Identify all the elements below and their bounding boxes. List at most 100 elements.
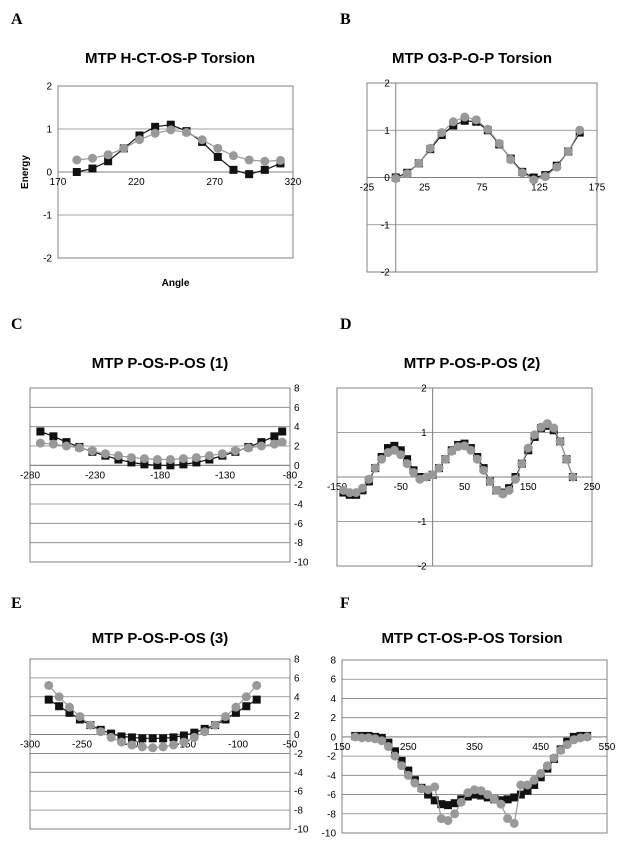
data-point-circle: [470, 785, 479, 795]
data-point-square: [190, 728, 199, 737]
data-point-circle: [504, 485, 514, 495]
x-axis-title: Angle: [162, 278, 190, 289]
x-tick-label: 125: [531, 183, 548, 194]
data-point-circle: [414, 158, 424, 168]
data-point-circle: [85, 720, 95, 730]
data-point-circle: [228, 151, 238, 161]
y-tick-label: -8: [294, 806, 303, 817]
data-point-circle: [443, 816, 453, 826]
data-point-circle: [460, 112, 470, 122]
x-tick-label: 170: [50, 177, 67, 188]
y-tick-label: -4: [294, 768, 303, 779]
panel-letter: D: [340, 316, 352, 333]
y-tick-label: -4: [327, 771, 336, 782]
y-tick-label: -1: [43, 211, 52, 222]
data-point-square: [391, 747, 399, 756]
data-point-square: [192, 458, 201, 467]
x-tick-label: 450: [532, 742, 549, 753]
x-tick-label: -230: [85, 470, 105, 481]
panel-a: A MTP H-CT-OS-P Torsion -2 -1 0 1 2 170 220 270…: [0, 0, 312, 300]
y-tick-label: -2: [327, 752, 336, 763]
data-point-square: [523, 786, 532, 795]
y-tick-label: 4: [294, 422, 300, 433]
data-point-circle: [396, 450, 406, 460]
data-point-circle: [210, 720, 220, 730]
data-point-circle: [152, 455, 162, 465]
x-tick-label: 250: [400, 742, 417, 753]
data-point-square: [470, 790, 479, 799]
data-point-circle: [126, 453, 136, 463]
data-point-circle: [213, 143, 223, 153]
data-point-circle: [582, 732, 592, 742]
y-tick-label: -2: [418, 562, 427, 573]
data-point-circle: [485, 476, 495, 486]
chart-f: -10 -8 -6 -4 -2 0 2 4 6 8 150 250 350 450 550: [322, 656, 616, 840]
x-tick-label: -80: [283, 470, 298, 481]
data-point-circle: [357, 733, 367, 743]
data-point-square: [72, 168, 81, 176]
series-line: [76, 124, 281, 175]
data-point-circle: [447, 446, 457, 456]
data-point-circle: [166, 125, 176, 135]
data-point-circle: [260, 156, 270, 166]
data-point-circle: [549, 423, 559, 433]
data-point-circle: [517, 168, 527, 178]
panel-f: F MTP CT-OS-P-OS Torsion -10 -8 -6 -4 -2 0 2 4 6…: [312, 575, 625, 849]
x-tick-label: -150: [327, 482, 347, 493]
chart-b: -2 -1 0 1 2 -25 25 75 125 175: [360, 79, 606, 279]
panel-letter: A: [11, 11, 23, 28]
data-point-square: [270, 432, 279, 441]
x-tick-label: 25: [419, 183, 431, 194]
data-point-circle: [410, 778, 420, 788]
y-tick-label: 2: [421, 384, 427, 395]
data-point-circle: [103, 150, 113, 160]
y-tick-label: 1: [46, 125, 52, 136]
data-point-circle: [96, 727, 106, 737]
panel-letter: E: [11, 595, 22, 612]
y-tick-label: 1: [384, 126, 390, 137]
data-point-circle: [165, 455, 175, 465]
data-point-circle: [506, 155, 516, 165]
data-point-circle: [87, 153, 97, 163]
data-point-square: [444, 801, 452, 810]
y-tick-label: -1: [418, 517, 427, 528]
data-point-circle: [377, 454, 387, 464]
data-point-circle: [403, 770, 413, 780]
data-point-square: [179, 460, 188, 469]
data-point-circle: [450, 809, 460, 819]
y-tick-label: -8: [327, 809, 336, 820]
data-point-circle: [137, 742, 147, 752]
data-point-circle: [437, 128, 447, 138]
x-tick-label: -130: [215, 470, 235, 481]
x-tick-label: -25: [360, 183, 375, 194]
panel-letter: C: [11, 316, 23, 333]
data-point-circle: [391, 173, 401, 183]
data-point-circle: [370, 463, 380, 473]
data-point-circle: [516, 780, 526, 790]
data-point-square: [510, 793, 519, 802]
data-point-square: [140, 460, 149, 469]
data-point-circle: [158, 742, 168, 752]
data-point-circle: [397, 761, 407, 771]
data-point-square: [117, 732, 126, 741]
data-point-circle: [479, 465, 489, 475]
data-point-circle: [106, 732, 116, 742]
data-point-circle: [440, 454, 450, 464]
data-point-circle: [460, 441, 469, 451]
data-point-square: [88, 164, 97, 173]
data-point-circle: [252, 680, 262, 690]
panel-letter: B: [340, 11, 351, 28]
y-tick-label: -10: [322, 829, 337, 840]
data-point-circle: [536, 768, 546, 778]
y-tick-label: -2: [294, 749, 303, 760]
data-point-circle: [576, 733, 585, 743]
y-tick-label: -2: [294, 480, 303, 491]
data-point-circle: [389, 445, 399, 455]
data-point-circle: [402, 459, 412, 469]
data-point-circle: [568, 472, 578, 482]
data-point-circle: [35, 438, 45, 448]
data-point-square: [229, 165, 238, 174]
data-point-circle: [417, 784, 426, 794]
data-point-circle: [117, 737, 127, 747]
data-point-circle: [134, 135, 144, 145]
